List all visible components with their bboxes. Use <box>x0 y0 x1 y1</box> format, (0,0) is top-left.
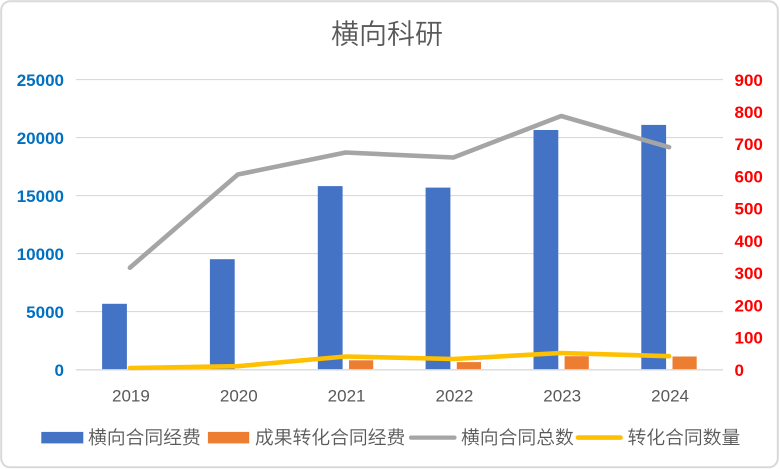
svg-text:2024: 2024 <box>651 387 689 406</box>
svg-text:0: 0 <box>735 361 744 380</box>
svg-text:800: 800 <box>735 103 763 122</box>
svg-text:20000: 20000 <box>17 129 64 148</box>
svg-text:700: 700 <box>735 135 763 154</box>
svg-text:900: 900 <box>735 71 763 90</box>
svg-text:2019: 2019 <box>112 387 150 406</box>
svg-text:100: 100 <box>735 329 763 348</box>
svg-text:600: 600 <box>735 168 763 187</box>
svg-text:25000: 25000 <box>17 71 64 90</box>
svg-text:200: 200 <box>735 296 763 315</box>
svg-text:0: 0 <box>55 361 64 380</box>
svg-text:5000: 5000 <box>26 303 64 322</box>
svg-text:10000: 10000 <box>17 245 64 264</box>
svg-text:2021: 2021 <box>328 387 366 406</box>
svg-text:2023: 2023 <box>543 387 581 406</box>
svg-text:500: 500 <box>735 200 763 219</box>
svg-text:400: 400 <box>735 232 763 251</box>
svg-text:300: 300 <box>735 264 763 283</box>
svg-text:2020: 2020 <box>220 387 258 406</box>
svg-text:2022: 2022 <box>435 387 473 406</box>
svg-text:15000: 15000 <box>17 187 64 206</box>
